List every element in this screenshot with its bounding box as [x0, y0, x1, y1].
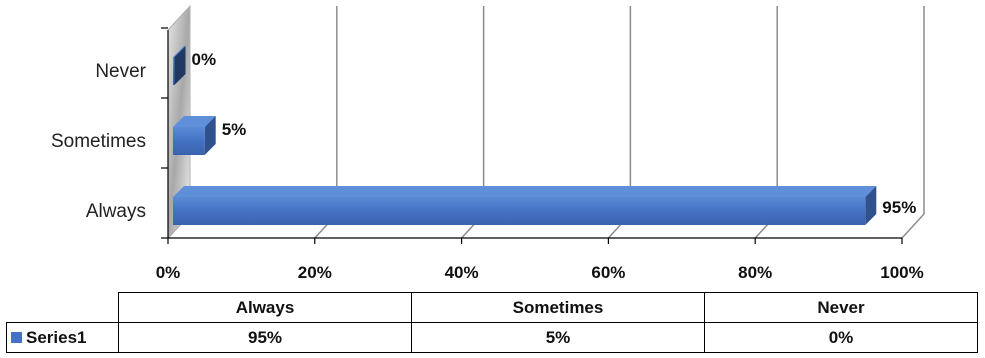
data-table-header: Never: [704, 292, 978, 323]
bar: [173, 197, 866, 225]
bar: [173, 127, 205, 155]
bar-end-face: [204, 116, 216, 155]
gridlines: [167, 6, 925, 239]
bars: [173, 46, 877, 225]
data-table-cell: 5%: [411, 322, 705, 353]
bar-top-face: [173, 186, 877, 197]
bar: [173, 57, 175, 85]
x-tick-label: 60%: [591, 263, 625, 282]
category-label: Sometimes: [51, 131, 146, 152]
bar-end-face: [174, 46, 186, 85]
data-label: 5%: [222, 120, 247, 139]
x-tick-label: 20%: [298, 263, 332, 282]
data-table-header: Sometimes: [411, 292, 705, 323]
x-tick-label: 80%: [738, 263, 772, 282]
series-name: Series1: [26, 327, 87, 347]
labels: 0% 20% 40% 60% 80% 100% 95% Always 5% Sometimes 0%…: [51, 50, 924, 282]
x-tick-label: 100%: [880, 263, 923, 282]
x-tick-label: 0%: [156, 263, 181, 282]
bar-top-face: [173, 116, 216, 127]
data-table-cell: 95%: [118, 322, 412, 353]
category-label: Always: [86, 201, 146, 222]
category-label: Never: [95, 61, 146, 82]
data-table: Always Sometimes Never Series1 95% 5% 0%: [6, 292, 978, 353]
bar-top-face: [173, 46, 186, 57]
x-tick-label: 40%: [445, 263, 479, 282]
bar-end-face: [865, 186, 877, 225]
data-table-row: Series1 95% 5% 0%: [6, 322, 978, 353]
legend-key-icon: [11, 331, 22, 343]
data-table-corner: [6, 292, 119, 323]
data-table-series-cell: Series1: [6, 322, 119, 353]
bar-chart: 0% 20% 40% 60% 80% 100% 95% Always 5% Sometimes 0%…: [51, 4, 925, 282]
data-table-cell: 0%: [704, 322, 978, 353]
data-label: 95%: [882, 198, 916, 217]
data-label: 0%: [192, 50, 217, 69]
floor-gridline: [901, 213, 925, 239]
data-table-header: Always: [118, 292, 412, 323]
data-table-header-row: Always Sometimes Never: [6, 292, 978, 323]
axes: [161, 27, 903, 244]
